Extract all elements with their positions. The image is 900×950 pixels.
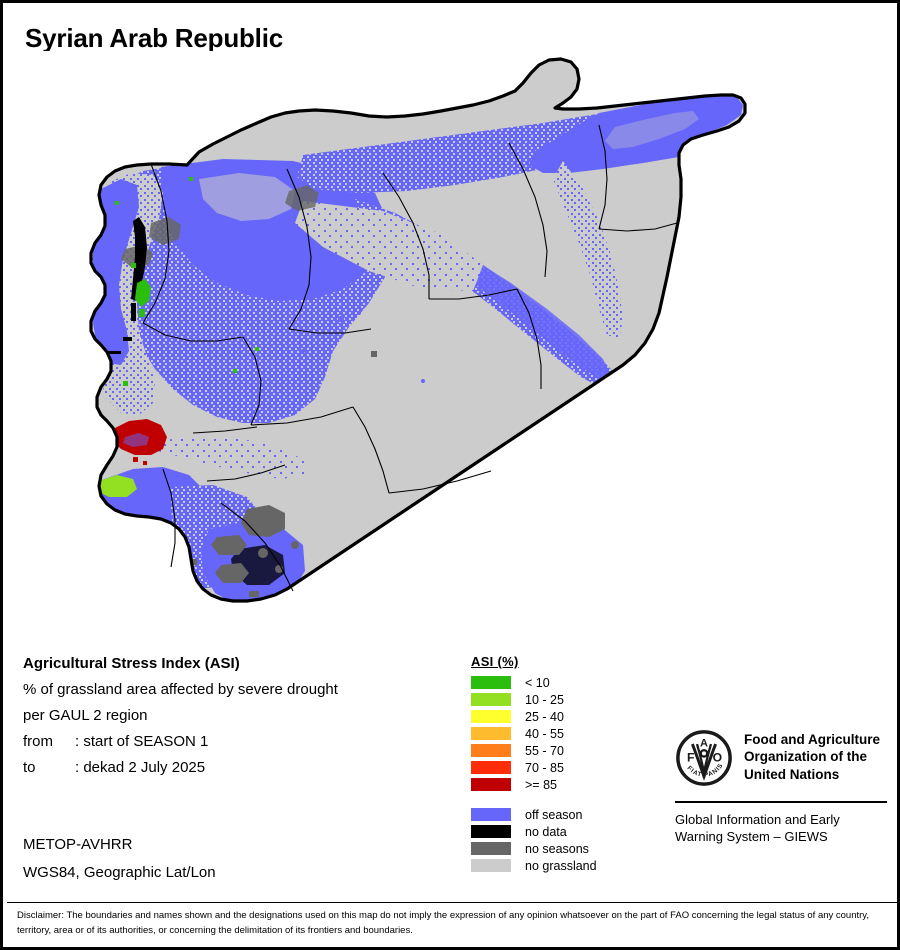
map-canvas[interactable] [3,51,897,651]
legend-row-2: 25 - 40 [471,708,597,725]
legend-swatch-no-data [471,825,511,838]
map-source-block: METOP-AVHRR WGS84, Geographic Lat/Lon [23,836,216,892]
legend-label-lt10: < 10 [525,675,550,690]
fao-org-line1: Food and Agriculture [744,732,880,747]
giews-name: Global Information and Early Warning Sys… [675,811,887,845]
legend-label-off-season: off season [525,807,583,822]
legend-row-3: 40 - 55 [471,725,597,742]
info-from-value: : start of SEASON 1 [75,733,209,750]
info-from-row: from : start of SEASON 1 [23,733,453,750]
info-to-label: to [23,759,36,776]
projection-label: WGS84, Geographic Lat/Lon [23,864,216,881]
info-from-label: from [23,733,53,750]
legend-label-55-70: 55 - 70 [525,743,564,758]
legend-row-0: < 10 [471,674,597,691]
fao-logo-icon: F A O FIAT PANIS [675,729,733,792]
legend-spacer [471,793,597,806]
fao-org-line3: United Nations [744,766,840,782]
info-aggregation: per GAUL 2 region [23,707,148,724]
legend-label-10-25: 10 - 25 [525,692,564,707]
fao-org-line2: Organization of the [744,749,867,765]
fao-divider [675,801,887,803]
giews-line1: Global Information and Early [675,812,840,827]
legend-label-gte85: >= 85 [525,777,557,792]
legend-row-off-season: off season [471,806,597,823]
asi-patch-verylow [135,279,151,307]
legend-label-no-data: no data [525,824,567,839]
asi-patch-low [97,475,137,497]
info-to-row: to : dekad 2 July 2025 [23,759,453,776]
legend-label-25-40: 25 - 40 [525,709,564,724]
legend-row-1: 10 - 25 [471,691,597,708]
info-subtitle: % of grassland area affected by severe d… [23,681,338,698]
legend-swatch-lt10 [471,676,511,689]
admin-boundaries [142,124,678,592]
legend-swatch-no-grassland [471,859,511,872]
info-heading: Agricultural Stress Index (ASI) [23,655,240,672]
country-outline [89,57,747,603]
map-info-block: Agricultural Stress Index (ASI) % of gra… [23,655,453,785]
legend-swatch-70-85 [471,761,511,774]
svg-text:O: O [713,750,722,764]
legend-label-70-85: 70 - 85 [525,760,564,775]
legend-row-6: >= 85 [471,776,597,793]
legend-row-no-grassland: no grassland [471,857,597,874]
fao-header: F A O FIAT PANIS Food and Agriculture Or… [675,729,887,792]
disclaimer-divider [7,902,897,903]
legend-row-4: 55 - 70 [471,742,597,759]
legend-swatch-gte85 [471,778,511,791]
disclaimer-text: Disclaimer: The boundaries and names sho… [17,910,869,936]
legend-label-no-seasons: no seasons [525,841,589,856]
legend-row-no-data: no data [471,823,597,840]
giews-line2: Warning System – GIEWS [675,829,828,845]
legend-row-5: 70 - 85 [471,759,597,776]
legend-swatch-off-season [471,808,511,821]
legend-swatch-40-55 [471,727,511,740]
svg-text:F: F [687,750,694,764]
sensor-label: METOP-AVHRR [23,836,133,853]
legend-label-40-55: 40 - 55 [525,726,564,741]
legend-title: ASI (%) [471,654,519,669]
map-legend: ASI (%) < 10 10 - 25 25 - 40 40 - 55 55 … [471,654,597,874]
layer-no-data [107,217,147,354]
legend-label-no-grassland: no grassland [525,858,597,873]
svg-text:A: A [700,737,708,749]
legend-swatch-no-seasons [471,842,511,855]
layer-no-seasons [121,185,377,597]
fao-branding: F A O FIAT PANIS Food and Agriculture Or… [675,729,887,845]
info-to-value: : dekad 2 July 2025 [75,759,206,776]
legend-swatch-25-40 [471,710,511,723]
page-title: Syrian Arab Republic [25,23,283,53]
syria-map-svg[interactable] [3,51,897,651]
legend-swatch-10-25 [471,693,511,706]
legend-swatch-55-70 [471,744,511,757]
legend-row-no-seasons: no seasons [471,840,597,857]
fao-organization-name: Food and Agriculture Organization of the… [744,729,880,783]
